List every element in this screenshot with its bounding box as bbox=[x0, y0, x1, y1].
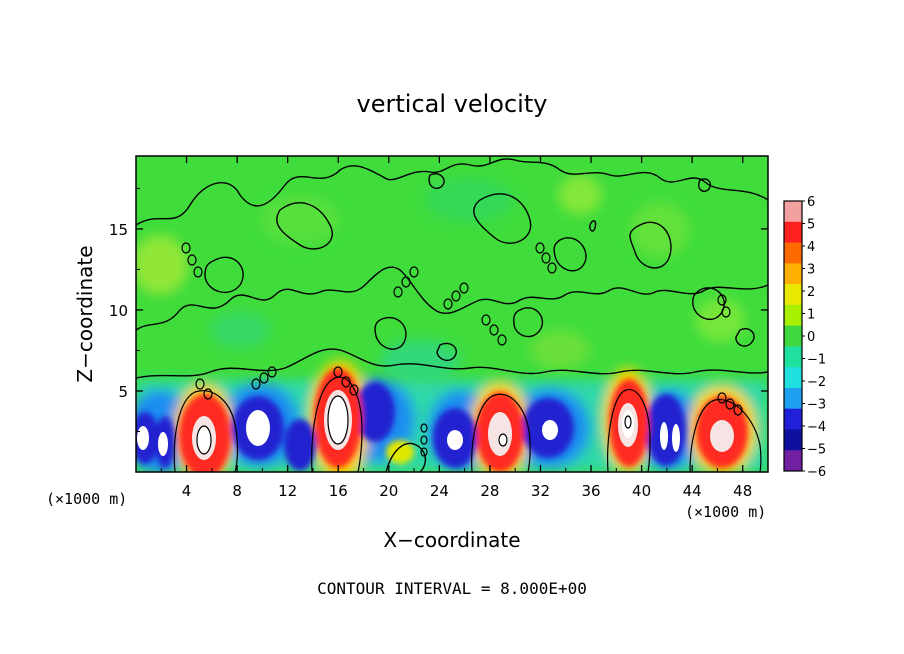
colorbar-swatch bbox=[784, 408, 802, 430]
x-tick-label: 4 bbox=[182, 482, 192, 500]
colorbar-label: 3 bbox=[807, 263, 815, 278]
colorbar-swatch bbox=[784, 201, 802, 223]
x-tick-label: 28 bbox=[480, 482, 499, 500]
contour-lines bbox=[136, 158, 768, 472]
x-tick-label: 12 bbox=[278, 482, 297, 500]
colorbar-swatch bbox=[784, 367, 802, 389]
y-axis-label: Z−coordinate bbox=[73, 245, 97, 382]
colorbar-label: 6 bbox=[807, 195, 815, 210]
y-tick-label: 5 bbox=[118, 383, 128, 401]
contour-interval-footer: CONTOUR INTERVAL = 8.000E+00 bbox=[317, 579, 587, 598]
x-unit-label-left: (×1000 m) bbox=[46, 490, 127, 508]
plot-frame bbox=[135, 155, 769, 473]
y-axis-ticks: 5 10 15 bbox=[109, 187, 768, 432]
x-axis-ticks: 4 8 12 16 20 24 28 32 36 40 44 48 bbox=[160, 156, 752, 500]
colorbar-swatch bbox=[784, 429, 802, 451]
colorbar-label: −4 bbox=[807, 420, 826, 435]
colorbar-swatch bbox=[784, 450, 802, 472]
x-tick-label: 48 bbox=[733, 482, 752, 500]
colorbar-swatch bbox=[784, 242, 802, 264]
x-tick-label: 20 bbox=[379, 482, 398, 500]
x-tick-label: 16 bbox=[329, 482, 348, 500]
colorbar-label: 0 bbox=[807, 330, 815, 345]
colorbar-label: −5 bbox=[807, 443, 826, 458]
colorbar-label: −2 bbox=[807, 375, 826, 390]
colorbar-swatch bbox=[784, 346, 802, 368]
chart-title: vertical velocity bbox=[357, 90, 548, 118]
colorbar: 6 5 4 3 2 1 0 −1 −2 −3 −4 −5 −6 bbox=[783, 195, 826, 480]
x-tick-label: 40 bbox=[632, 482, 651, 500]
colorbar-label: −3 bbox=[807, 398, 826, 413]
colorbar-swatch bbox=[784, 325, 802, 347]
colorbar-label: 2 bbox=[807, 285, 815, 300]
colorbar-label: −1 bbox=[807, 353, 826, 368]
colorbar-swatch bbox=[784, 387, 802, 410]
x-tick-label: 8 bbox=[232, 482, 242, 500]
colorbar-swatch bbox=[784, 221, 802, 244]
cell-boundary-contours bbox=[173, 376, 762, 472]
y-tick-label: 15 bbox=[109, 221, 128, 239]
colorbar-swatch bbox=[784, 284, 802, 306]
colorbar-label: 5 bbox=[807, 218, 815, 233]
colorbar-swatch bbox=[784, 263, 802, 285]
x-tick-label: 32 bbox=[531, 482, 550, 500]
x-tick-label: 24 bbox=[430, 482, 449, 500]
x-tick-label: 44 bbox=[683, 482, 702, 500]
upper-field-texture bbox=[136, 175, 745, 380]
plot-area bbox=[136, 156, 768, 472]
x-axis-label: X−coordinate bbox=[383, 528, 520, 552]
cell-extrema bbox=[137, 390, 734, 460]
colorbar-swatch bbox=[784, 304, 802, 327]
y-tick-label: 10 bbox=[109, 302, 128, 320]
small-contour-rings bbox=[181, 242, 743, 457]
x-tick-label: 36 bbox=[581, 482, 600, 500]
colorbar-label: 4 bbox=[807, 240, 815, 255]
x-unit-label-right: (×1000 m) bbox=[685, 503, 766, 521]
colorbar-label: −6 bbox=[807, 465, 826, 480]
colorbar-label: 1 bbox=[807, 308, 815, 323]
